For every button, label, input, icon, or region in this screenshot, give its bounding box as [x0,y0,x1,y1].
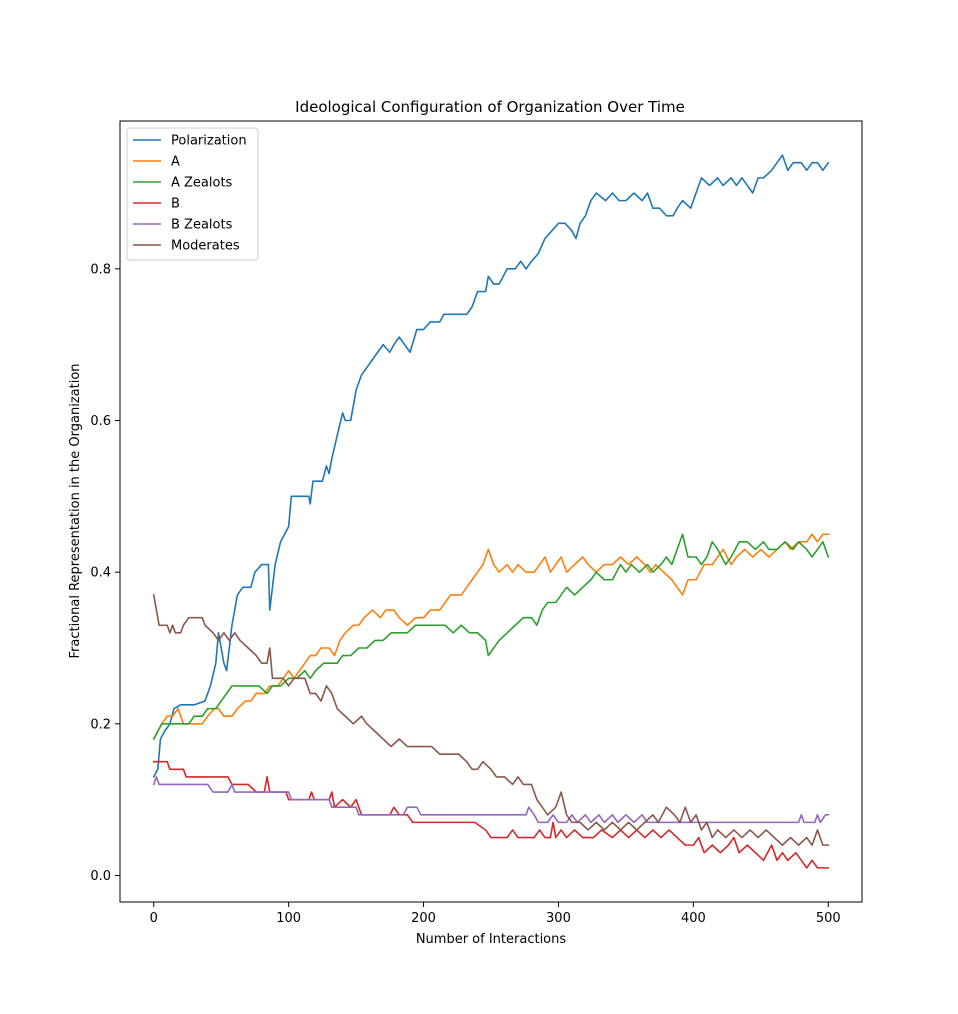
y-tick-label: 0.4 [90,566,111,581]
y-axis-label: Fractional Representation in the Organiz… [68,363,83,658]
legend-label: A Zealots [171,176,233,191]
x-tick-label: 300 [546,911,571,926]
plot-frame [119,120,863,903]
chart-title: Ideological Configuration of Organizatio… [295,98,685,116]
legend-label: Polarization [171,134,247,149]
series-line-b-zealots [152,776,830,824]
legend-label: B Zealots [171,218,233,233]
x-tick-label: 400 [681,911,706,926]
series-line-a-zealots [152,533,830,741]
x-tick-label: 500 [816,911,841,926]
series-line-a [152,533,830,741]
x-axis-label: Number of Interactions [416,932,567,947]
x-tick-label: 100 [276,911,301,926]
y-tick-label: 0.6 [90,414,111,429]
y-tick-label: 0.0 [90,869,111,884]
y-tick-label: 0.8 [90,262,111,277]
series-line-polarization [152,154,830,778]
series-line-b [152,760,830,869]
x-axis: 0 100 200 300 400 500 [150,902,841,926]
x-tick-label: 0 [150,911,158,926]
y-axis: 0.0 0.2 0.4 0.6 0.8 [90,262,120,884]
x-tick-label: 200 [411,911,436,926]
series-line-moderates [152,593,830,846]
legend-label: A [171,155,180,170]
legend: Polarization A A Zealots B B Zealots Moderate… [126,127,259,261]
series-layer [152,154,830,869]
legend-label: Moderates [171,239,240,254]
legend-label: B [171,197,180,212]
y-tick-label: 0.2 [90,717,111,732]
